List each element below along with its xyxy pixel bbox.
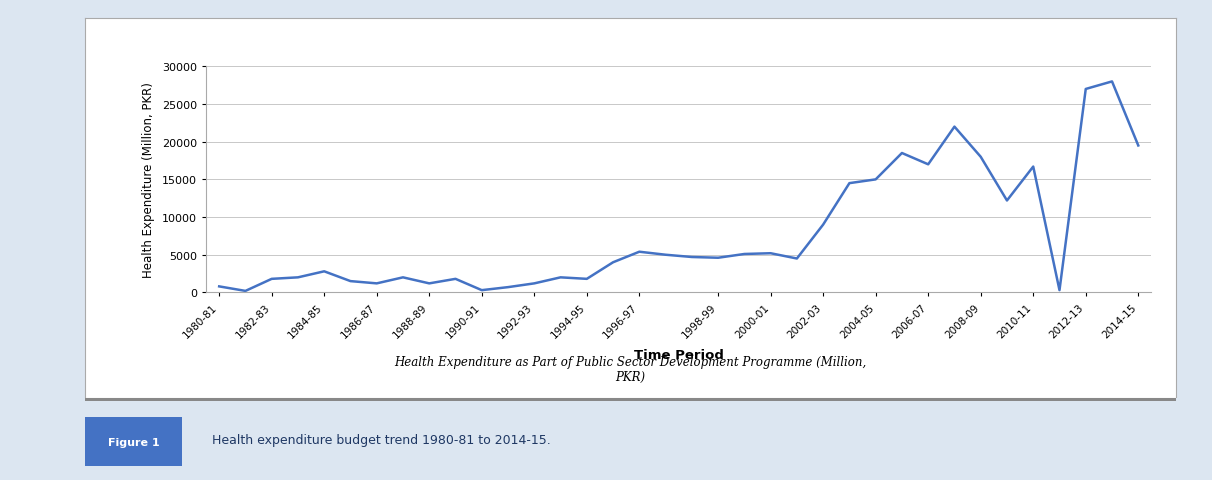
X-axis label: Time Period: Time Period <box>634 348 724 361</box>
Text: Health Expenditure as Part of Public Sector Development Programme (Million,
PKR): Health Expenditure as Part of Public Sec… <box>394 355 867 383</box>
Text: Figure 1: Figure 1 <box>108 437 159 446</box>
Y-axis label: Health Expenditure (Million, PKR): Health Expenditure (Million, PKR) <box>142 82 155 278</box>
Text: Health expenditure budget trend 1980-81 to 2014-15.: Health expenditure budget trend 1980-81 … <box>212 432 550 446</box>
